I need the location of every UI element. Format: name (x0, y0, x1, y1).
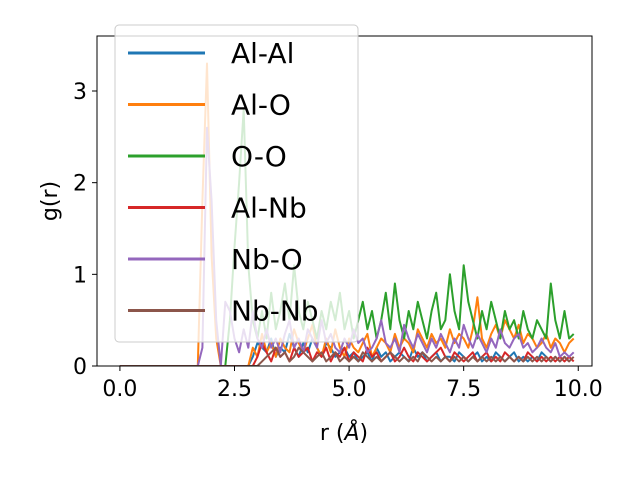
legend-label: O-O (231, 140, 287, 173)
x-tick-label: 7.5 (446, 377, 481, 402)
legend-label: Al-O (231, 89, 291, 122)
x-axis: 0.0 2.5 5.0 7.5 10.0 (102, 366, 603, 402)
y-axis-label: g(r) (38, 181, 63, 221)
y-tick-label: 1 (73, 263, 87, 288)
series-line-nb-o (119, 126, 575, 366)
legend: Al-Al Al-O O-O Al-Nb Nb-O Nb-Nb (114, 24, 359, 343)
legend-label: Al-Nb (231, 192, 307, 225)
x-tick-label: 0.0 (102, 377, 137, 402)
legend-label: Nb-O (231, 243, 303, 276)
x-tick-label: 2.5 (217, 377, 252, 402)
x-axis-label: r (Å) (320, 419, 368, 446)
x-tick-label: 10.0 (554, 377, 603, 402)
legend-label: Nb-Nb (231, 295, 319, 328)
y-tick-label: 2 (73, 172, 87, 197)
series-line-nb-nb (119, 346, 575, 366)
y-tick-label: 0 (73, 355, 87, 380)
y-axis: 0 1 2 3 (73, 80, 97, 380)
y-tick-label: 3 (73, 80, 87, 105)
x-tick-label: 5.0 (332, 377, 367, 402)
legend-label: Al-Al (231, 37, 294, 70)
